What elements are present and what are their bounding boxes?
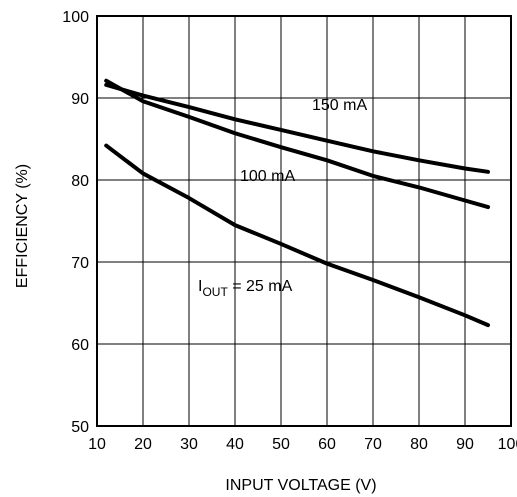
x-tick-label-60: 60	[318, 436, 336, 453]
label-150ma: 150 mA	[312, 97, 367, 114]
label-100ma: 100 mA	[240, 168, 295, 185]
x-tick-label-90: 90	[456, 436, 474, 453]
y-tick-label-60: 60	[71, 337, 89, 354]
label-iout-symbol: I	[198, 278, 202, 295]
label-iout-25ma: IOUT = 25 mA	[198, 278, 293, 299]
y-tick-label-50: 50	[71, 419, 89, 436]
series-line-25-ma	[104, 143, 490, 328]
y-tick-label-100: 100	[62, 9, 89, 26]
y-tick-labels: 50 60 70 80 90 100	[62, 9, 89, 436]
label-iout-subscript: OUT	[202, 285, 228, 299]
label-iout-value: = 25 mA	[228, 278, 293, 295]
y-axis-label: EFFICIENCY (%)	[14, 164, 31, 288]
x-tick-labels: 10 20 30 40 50 60 70 80 90 100	[88, 436, 517, 453]
y-tick-label-90: 90	[71, 91, 89, 108]
y-tick-label-70: 70	[71, 255, 89, 272]
x-axis-label: INPUT VOLTAGE (V)	[225, 477, 376, 494]
series-group	[104, 78, 490, 328]
plot-frame	[96, 15, 512, 427]
x-tick-label-80: 80	[410, 436, 428, 453]
series-line-150-ma	[104, 82, 490, 174]
x-tick-label-30: 30	[180, 436, 198, 453]
grid	[96, 15, 512, 427]
x-tick-label-70: 70	[364, 436, 382, 453]
y-tick-label-80: 80	[71, 173, 89, 190]
x-tick-label-40: 40	[226, 436, 244, 453]
x-tick-label-50: 50	[272, 436, 290, 453]
series-line-100-ma	[104, 78, 490, 210]
x-tick-label-10: 10	[88, 436, 106, 453]
x-tick-label-20: 20	[134, 436, 152, 453]
x-tick-label-100: 100	[498, 436, 517, 453]
